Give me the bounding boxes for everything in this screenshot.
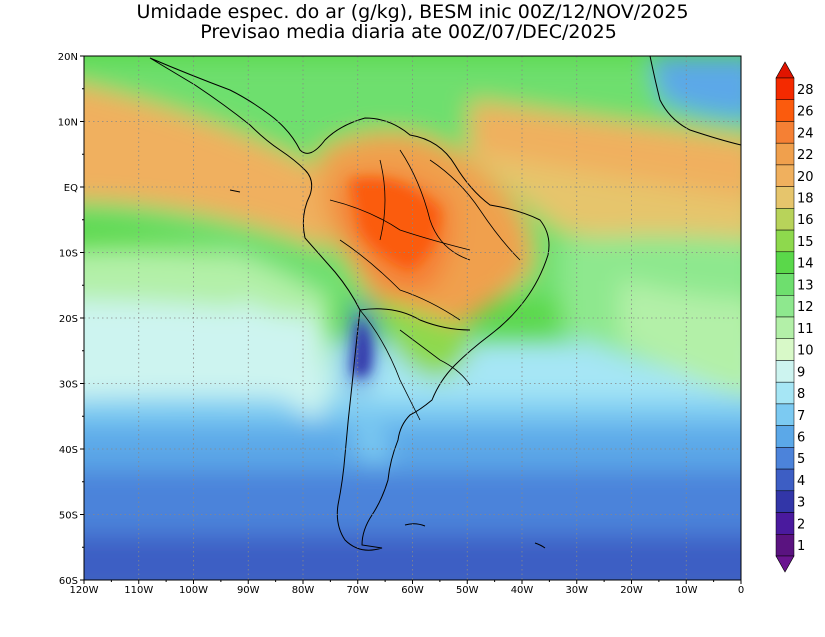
colorbar-segment [775,425,795,448]
lon-label: 10W [675,585,698,596]
lat-label: EQ [64,183,78,194]
colorbar-segment [775,251,795,274]
colorbar-labels: 28 26 24 22 20 18 16 15 14 13 12 11 10 9 8 7 6 5 4 3 2 1 [797,83,814,554]
colorbar-top-arrow [775,61,795,79]
colorbar-segment [775,403,795,426]
colorbar-label: 8 [797,387,805,402]
chart-title: Umidade espec. do ar (g/kg), BESM inic 0… [0,2,825,42]
colorbar-segment [775,273,795,296]
colorbar-segment [775,142,795,166]
colorbar-label: 1 [797,539,805,554]
lon-label: 60W [401,585,424,596]
colorbar-segment [775,208,795,231]
colorbar-segment [775,295,795,318]
lat-label: 30S [59,380,78,391]
lon-label: 0 [738,585,744,596]
colorbar-label: 11 [797,322,814,337]
lon-label: 80W [292,585,315,596]
colorbar-segment [775,121,795,144]
lon-label: 20W [620,585,643,596]
colorbar-label: 20 [797,170,814,185]
latitude-labels: 20N 10N EQ 10S 20S 30S 40S 50S 60S [58,52,78,587]
colorbar-label: 10 [797,344,814,359]
colorbar-bottom-arrow [775,555,795,573]
colorbar-label: 24 [797,126,814,141]
colorbar-segment [775,381,795,405]
colorbar-segment [775,512,795,535]
lat-label: 10N [58,118,78,129]
colorbar-label: 4 [797,474,805,489]
lat-label: 20N [58,52,78,63]
colorbar-segment [775,99,795,122]
lon-label: 50W [456,585,479,596]
lat-label: 50S [59,511,78,522]
colorbar-segment [775,229,795,253]
lat-label: 60S [59,576,78,587]
colorbar-label: 9 [797,365,805,380]
colorbar-label: 14 [797,257,814,272]
lon-label: 110W [124,585,153,596]
colorbar-segment [775,316,795,339]
country-borders [329,149,521,421]
colorbar-label: 5 [797,452,805,467]
axis-ticks [80,55,742,584]
lat-label: 20S [59,314,78,325]
title-line-2: Previsao media diaria ate 00Z/07/DEC/202… [200,21,617,43]
colorbar-segment [775,468,795,492]
colorbar-label: 3 [797,496,805,511]
lon-label: 30W [565,585,588,596]
colorbar-label: 16 [797,213,814,228]
colorbar-label: 7 [797,409,805,424]
colorbar-segment [775,360,795,383]
lon-label: 100W [179,585,208,596]
colorbar-segment [775,77,795,100]
colorbar-segment [775,447,795,470]
grid [84,56,741,580]
colorbar-segment [775,186,795,209]
colorbar-segment [775,490,795,513]
title-line-1: Umidade espec. do ar (g/kg), BESM inic 0… [136,1,689,23]
colorbar-label: 12 [797,300,814,315]
colorbar-segment [775,338,795,361]
lon-label: 70W [346,585,369,596]
lon-label: 40W [511,585,534,596]
longitude-labels: 120W 110W 100W 90W 80W 70W 60W 50W 40W 30W 20W 10W 0 [70,585,745,596]
lat-label: 40S [59,445,78,456]
coastlines [149,56,741,551]
colorbar-label: 28 [797,83,814,98]
colorbar-label: 22 [797,148,814,163]
lon-label: 90W [237,585,260,596]
colorbar-segment [775,534,795,557]
colorbar-label: 18 [797,192,814,207]
lon-label: 120W [70,585,99,596]
colorbar-label: 15 [797,235,814,250]
colorbar [775,61,795,573]
colorbar-label: 26 [797,105,814,120]
colorbar-segment [775,164,795,187]
colorbar-label: 2 [797,517,805,532]
lat-label: 10S [59,249,78,260]
colorbar-label: 6 [797,431,805,446]
colorbar-label: 13 [797,278,814,293]
